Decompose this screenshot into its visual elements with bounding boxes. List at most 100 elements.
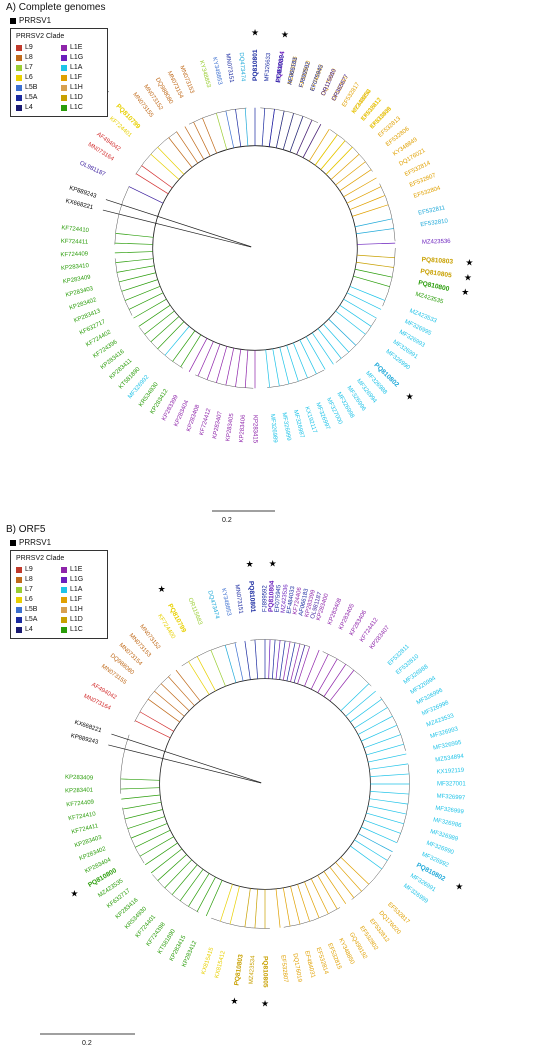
tree-branch	[279, 640, 286, 680]
tree-branch	[210, 649, 226, 687]
tree-branch	[147, 698, 180, 723]
tree-branch	[357, 833, 393, 853]
tree-branch	[116, 265, 155, 273]
clade-label: L1F	[70, 596, 83, 603]
clade-swatch	[61, 74, 67, 81]
tree-branch	[339, 304, 372, 327]
tree-branch	[354, 268, 393, 278]
tree-branch	[299, 339, 317, 375]
tree-branch	[356, 261, 394, 268]
tip-label: KP283403	[74, 835, 103, 850]
legend-item-l1g: L1G	[61, 53, 102, 62]
tree-branch	[120, 787, 160, 790]
tree-branch	[354, 839, 388, 861]
tree-branch	[176, 131, 199, 164]
tree-branch	[352, 204, 389, 217]
tree-branch	[235, 349, 242, 387]
tip-label: MN073151	[224, 53, 234, 84]
legend-item-l1c: L1C	[61, 625, 102, 634]
tree-branch	[121, 279, 158, 292]
tip-label: KP889243	[68, 185, 97, 200]
tree-branch	[354, 707, 388, 729]
tree-branch	[216, 113, 228, 150]
tree-branch	[202, 117, 218, 154]
legend-item-l5b: L5B	[16, 83, 57, 92]
tree-branch	[244, 108, 249, 146]
star-marker: ★	[230, 996, 238, 1006]
panel-b-orf5: PQ810804 ★ MZ423536 KF724406 KP283399 KP28340…	[0, 522, 550, 1051]
tree-branch	[193, 121, 211, 157]
tree-branch	[366, 812, 404, 825]
legend-item-l4: L4	[16, 103, 57, 112]
tree-branch	[224, 645, 237, 683]
tip-label: KP283406	[239, 414, 247, 443]
tree-branch	[363, 734, 401, 749]
tree-branch	[317, 875, 338, 910]
tree-branch	[317, 658, 338, 693]
tree-branch	[225, 347, 235, 386]
tree-branch	[310, 653, 329, 690]
tree-branch	[114, 242, 153, 245]
clade-swatch	[61, 104, 67, 111]
tree-branch	[357, 242, 396, 245]
clade-swatch	[16, 576, 22, 583]
clade-label: L6	[25, 74, 33, 81]
tip-label: EF484033	[287, 585, 297, 614]
tip-label: DQ176019	[291, 953, 302, 983]
tree-branch	[282, 887, 291, 927]
clade-label: L7	[25, 64, 33, 71]
tree-b-canvas: PQ810804★MZ423536 KF724406 KP283399KP28340…	[40, 559, 466, 1035]
tip-label: KF724411	[71, 823, 100, 836]
tree-branch	[128, 186, 164, 204]
tip-label: EF532810	[420, 218, 449, 228]
tree-branch	[205, 880, 223, 917]
tree-branch	[196, 876, 216, 912]
tip-label: KP283401	[65, 788, 94, 795]
tree-backbone-arc	[152, 145, 358, 351]
tree-branch	[244, 350, 249, 388]
star-marker: ★	[251, 27, 259, 37]
clade-label: L8	[25, 576, 33, 583]
legend-clade-box: PRRSV2 Clade L9 L1E L8 L1G L7 L1A L6 L1F L5B L1H L…	[10, 550, 108, 639]
tree-branch	[105, 199, 252, 248]
prrsv1-swatch	[10, 539, 16, 546]
tree-branch	[206, 344, 221, 380]
tree-branch	[368, 805, 407, 815]
legend-item-l1d: L1D	[61, 93, 102, 102]
tree-branch	[279, 347, 290, 385]
tree-branch	[328, 318, 357, 346]
tree-branch	[339, 169, 372, 192]
clade-swatch	[61, 84, 67, 91]
legend-item-l1e: L1E	[61, 565, 102, 574]
clade-label: L1D	[70, 616, 83, 623]
legend-item-l1f: L1F	[61, 595, 102, 604]
tree-branch	[346, 186, 382, 204]
clade-swatch	[61, 626, 67, 633]
tree-branch	[304, 649, 320, 687]
tip-label: AF066183	[287, 56, 299, 85]
tree-backbone-arc	[159, 678, 371, 890]
tree-branch	[118, 272, 156, 283]
tree-branch	[350, 698, 383, 723]
tip-label: OR115683	[187, 597, 204, 626]
tip-label: KF724409	[66, 800, 95, 809]
legend-item-l9: L9	[16, 43, 57, 52]
tree-subclade-arc	[114, 107, 396, 389]
tip-label: MF327001	[437, 782, 466, 788]
tip-label: KP283402	[69, 297, 98, 312]
clade-label: L9	[25, 566, 33, 573]
legend-item-l5a: L5A	[16, 615, 57, 624]
tree-branch	[135, 173, 169, 195]
tree-branch	[115, 232, 154, 238]
clade-label: L1A	[70, 586, 83, 593]
star-marker: ★	[465, 257, 473, 267]
clade-label: L7	[25, 586, 33, 593]
legend-clade-title: PRRSV2 Clade	[16, 33, 65, 40]
star-marker: ★	[455, 882, 463, 892]
tip-label: MF326633	[264, 52, 272, 82]
clade-label: L4	[25, 104, 33, 111]
clade-swatch	[16, 626, 22, 633]
tree-branch	[134, 720, 171, 739]
tree-branch	[172, 330, 196, 362]
tree-branch	[340, 683, 370, 712]
